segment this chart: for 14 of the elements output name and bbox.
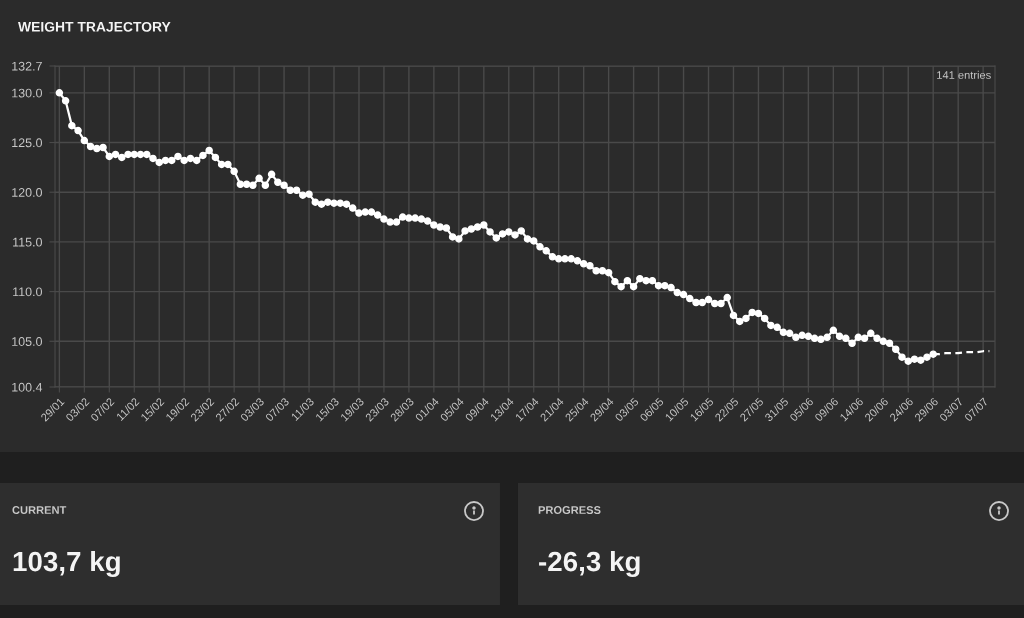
- text: -26,3 kg: [539, 550, 640, 578]
- text: PROGRESS: [538, 506, 601, 514]
- y-tick-label: 115.0: [13, 237, 43, 247]
- y-tick-label: 130.0: [12, 88, 43, 98]
- text: 103,7 kg: [13, 550, 120, 578]
- y-tick-label: 132.7: [12, 61, 42, 71]
- y-tick-label: 105.0: [12, 337, 43, 346]
- y-tick-label: 100.4: [12, 382, 43, 392]
- y-tick-label: 120.0: [12, 188, 43, 197]
- y-tick-label: 110.0: [13, 287, 43, 297]
- chart-title: WEIGHT TRAJECTORY: [18, 21, 171, 32]
- text: CURRENT: [12, 506, 67, 514]
- y-tick-label: 125.0: [12, 138, 43, 148]
- annotation: 141 entries: [937, 70, 991, 79]
